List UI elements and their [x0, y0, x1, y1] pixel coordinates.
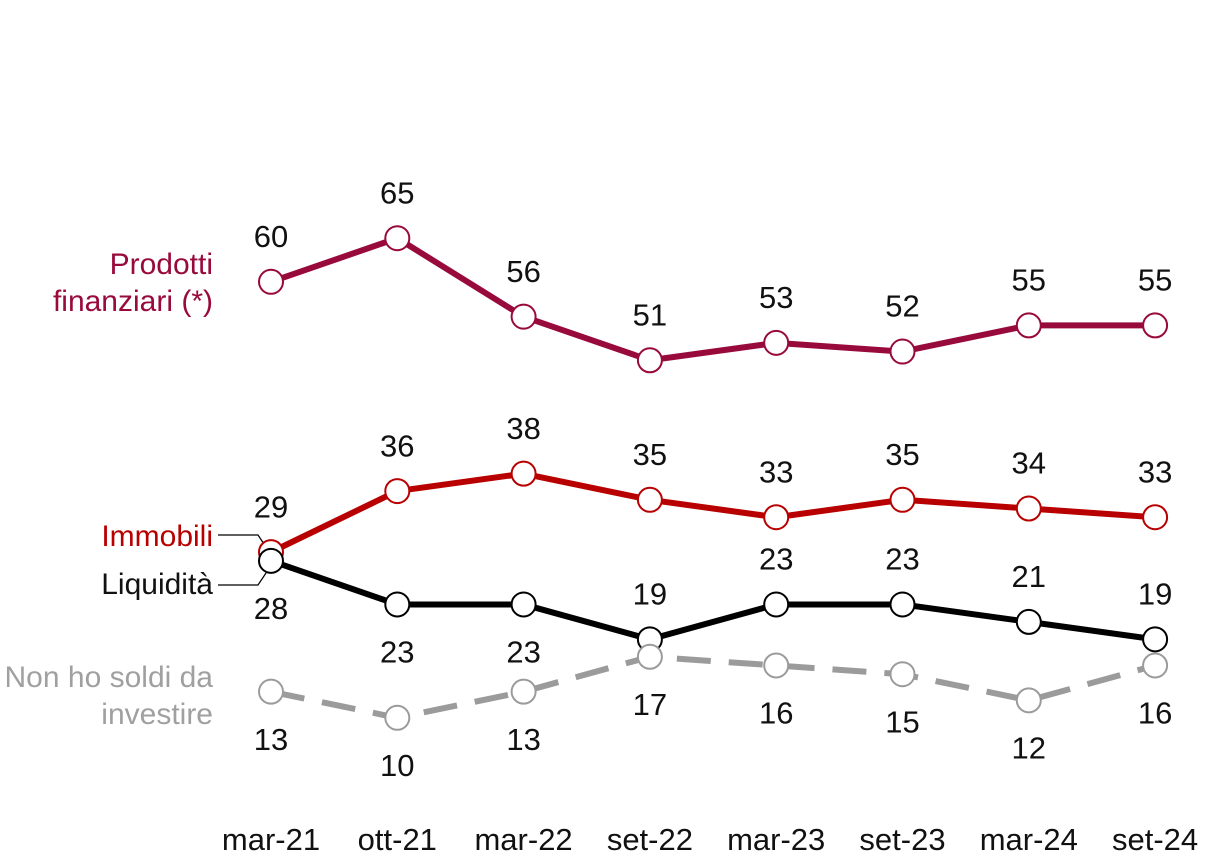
legend-label: Non ho soldi da investire	[4, 661, 213, 731]
data-label: 16	[759, 696, 793, 731]
data-label: 36	[380, 428, 414, 463]
x-tick-label: mar-22	[474, 822, 572, 857]
data-label: 23	[759, 542, 793, 577]
point	[510, 591, 537, 618]
data-label: 53	[759, 280, 793, 315]
point	[1142, 652, 1169, 679]
legend-label: Liquidità	[101, 568, 213, 601]
point	[636, 643, 663, 670]
point	[1142, 626, 1169, 653]
x-tick-label: mar-23	[727, 822, 825, 857]
data-label: 23	[380, 635, 414, 670]
leader-line	[218, 569, 269, 586]
point	[1015, 312, 1042, 339]
x-tick-label: set-24	[1112, 822, 1198, 857]
point	[636, 486, 663, 513]
data-label: 35	[633, 437, 667, 472]
data-label: 65	[380, 175, 414, 210]
data-label: 34	[1012, 446, 1046, 481]
data-label: 51	[633, 297, 667, 332]
point	[1015, 687, 1042, 714]
data-label: 52	[885, 289, 919, 324]
point	[384, 225, 411, 252]
point	[889, 486, 916, 513]
data-label: 17	[633, 687, 667, 722]
data-label: 60	[254, 219, 288, 254]
point	[384, 591, 411, 618]
x-tick-label: mar-21	[222, 822, 320, 857]
data-label: 33	[759, 454, 793, 489]
x-tick-label: set-23	[859, 822, 945, 857]
point	[258, 268, 284, 295]
data-label: 23	[885, 542, 919, 577]
point	[510, 460, 537, 487]
point	[889, 661, 916, 688]
point	[510, 303, 537, 330]
x-tick-label: ott-21	[358, 822, 437, 857]
point	[763, 504, 790, 531]
point	[1015, 495, 1042, 522]
x-tick-label: mar-24	[980, 822, 1078, 857]
data-label: 19	[1138, 577, 1172, 612]
legend-label: Immobili	[101, 520, 213, 553]
point	[1142, 312, 1169, 339]
point	[889, 591, 916, 618]
data-label: 15	[885, 704, 919, 739]
data-label: 55	[1012, 263, 1046, 298]
point	[763, 652, 790, 679]
point	[384, 704, 411, 731]
data-label: 16	[1138, 696, 1172, 731]
data-label: 38	[506, 411, 540, 446]
data-label: 19	[633, 577, 667, 612]
data-label: 29	[254, 489, 288, 524]
point	[636, 347, 663, 374]
data-label: 55	[1138, 263, 1172, 298]
data-label: 35	[885, 437, 919, 472]
x-tick-label: set-22	[607, 822, 693, 857]
series-line	[270, 235, 1156, 364]
point	[258, 547, 284, 574]
data-label: 13	[506, 722, 540, 757]
point	[258, 678, 284, 705]
point	[1142, 504, 1169, 531]
point	[763, 329, 790, 356]
data-label: 33	[1138, 454, 1172, 489]
point	[510, 678, 537, 705]
data-label: 28	[254, 591, 288, 626]
data-label: 10	[380, 748, 414, 783]
point	[763, 591, 790, 618]
data-label: 21	[1012, 559, 1046, 594]
series-line	[270, 653, 1156, 721]
data-label: 13	[254, 722, 288, 757]
data-label: 23	[506, 635, 540, 670]
data-label: 56	[506, 254, 540, 289]
data-label: 12	[1012, 731, 1046, 766]
point	[1015, 608, 1042, 635]
series-line	[269, 470, 1156, 555]
point	[384, 478, 411, 505]
point	[889, 338, 916, 365]
series-line	[270, 558, 1156, 643]
legend-label: Prodotti finanziari (*)	[52, 248, 213, 318]
